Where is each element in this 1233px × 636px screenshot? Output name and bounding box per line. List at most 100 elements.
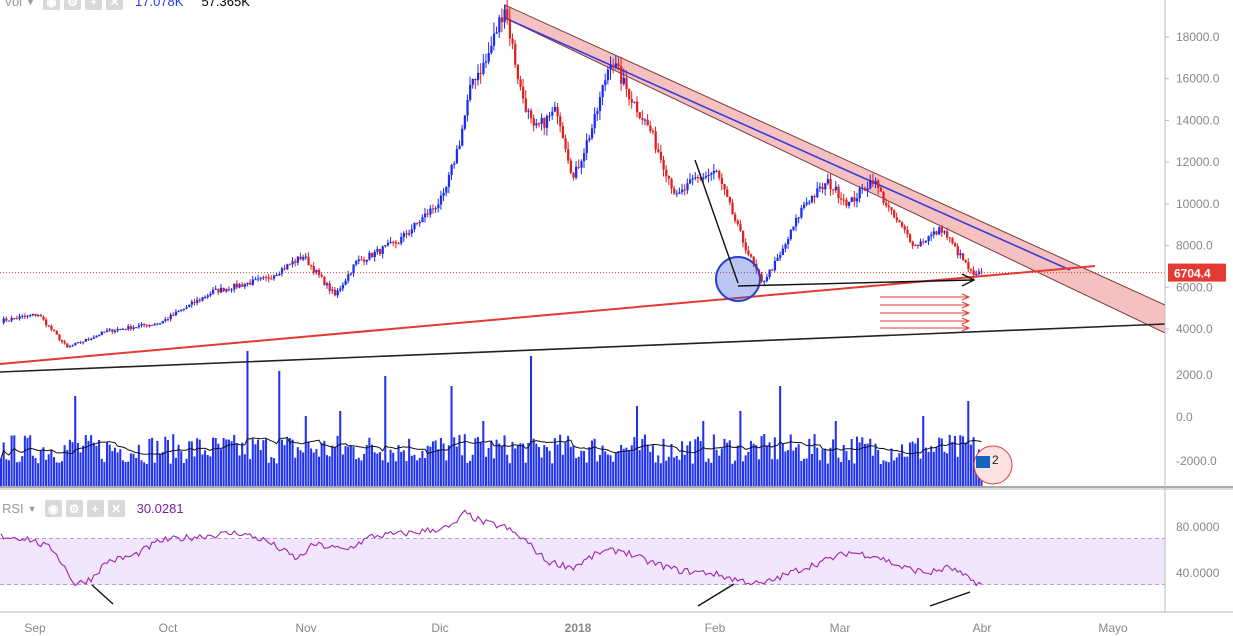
candle-body — [5, 318, 8, 321]
volume-bar — [225, 439, 228, 486]
volume-bar — [564, 441, 567, 486]
volume-bar — [723, 438, 726, 486]
candle-body — [593, 113, 596, 129]
time-tick-label: Abr — [973, 621, 992, 635]
chevron-down-icon[interactable]: ▼ — [26, 0, 35, 7]
volume-bar — [771, 459, 774, 486]
gear-icon[interactable]: ⚙ — [65, 500, 83, 517]
candle-body — [249, 282, 252, 285]
candle-body — [479, 72, 482, 74]
volume-bar — [421, 450, 424, 486]
candle-body — [87, 338, 90, 340]
volume-bar — [201, 454, 204, 486]
event-badge[interactable] — [973, 445, 1013, 485]
candle-body — [421, 217, 424, 223]
volume-bar — [437, 449, 440, 486]
candle-body — [930, 234, 933, 237]
candle-body — [601, 85, 604, 98]
candle-body — [328, 283, 331, 291]
candle-body — [212, 289, 215, 294]
candle-body — [567, 149, 570, 161]
volume-bar — [646, 444, 649, 486]
volume-bar — [474, 438, 477, 486]
volume-bar — [824, 448, 827, 486]
candle-body — [800, 207, 803, 218]
volume-bar — [294, 457, 297, 486]
price-tick-label: 12000.0 — [1176, 155, 1220, 169]
volume-bar — [643, 434, 646, 486]
candle-body — [932, 231, 936, 235]
close-icon[interactable]: ✕ — [106, 0, 123, 10]
candle-body — [710, 173, 713, 175]
rsi-toolbar: RSI ▼ ◉ ⚙ + ✕ 30.0281 — [2, 500, 184, 517]
volume-bar — [784, 451, 787, 486]
time-tick-label: Sep — [24, 621, 46, 635]
volume-bar — [132, 453, 135, 486]
candle-body — [834, 186, 837, 191]
volume-bar — [893, 460, 896, 486]
candle-body — [742, 230, 745, 243]
volume-bar — [821, 449, 824, 486]
volume-bar — [575, 458, 578, 486]
candle-body — [145, 325, 148, 327]
volume-bar — [193, 456, 196, 486]
chevron-down-icon[interactable]: ▼ — [27, 503, 37, 514]
candle-body — [553, 106, 557, 112]
candle-body — [318, 269, 321, 275]
volume-bar — [757, 459, 760, 486]
price-tick-label: 6000.0 — [1176, 280, 1213, 294]
close-icon[interactable]: ✕ — [107, 500, 125, 517]
volume-bar — [614, 452, 617, 486]
candle-body — [728, 196, 731, 203]
candle-body — [397, 243, 400, 245]
candle-body — [164, 319, 167, 322]
volume-bar — [956, 456, 959, 486]
candle-body — [951, 238, 954, 244]
candle-body — [180, 309, 183, 312]
volume-bar — [667, 456, 670, 486]
volume-bar — [834, 421, 837, 486]
volume-bar — [15, 462, 18, 486]
volume-bar — [776, 459, 779, 486]
add-icon[interactable]: + — [86, 500, 104, 517]
candle-body — [291, 261, 294, 265]
candle-body — [100, 331, 103, 336]
candle-body — [948, 237, 951, 239]
volume-tick-label: 2000.0 — [1176, 368, 1213, 382]
volume-bar — [151, 437, 154, 486]
volume-bar — [426, 445, 429, 486]
volume-bar — [400, 451, 403, 486]
volume-bar — [633, 437, 636, 486]
volume-bar — [490, 440, 493, 486]
candle-body — [545, 115, 549, 128]
volume-bar — [877, 450, 880, 486]
volume-bar — [498, 443, 501, 486]
volume-bar — [712, 434, 715, 486]
volume-bar — [389, 449, 392, 486]
volume-bar — [734, 460, 737, 486]
candle-body — [304, 256, 307, 258]
candle-body — [296, 256, 300, 263]
volume-bar — [209, 456, 212, 486]
candle-body — [185, 307, 188, 309]
candle-body — [667, 176, 671, 179]
rsi-band — [0, 538, 1165, 585]
volume-bar — [13, 435, 16, 486]
rsi-indicator-label[interactable]: RSI — [2, 501, 24, 516]
volume-bar — [320, 442, 323, 486]
gear-icon[interactable]: ⚙ — [64, 0, 81, 10]
candle-body — [967, 262, 970, 269]
add-icon[interactable]: + — [85, 0, 102, 10]
candle-body — [37, 314, 40, 316]
candle-body — [262, 277, 265, 279]
candle-body — [408, 233, 411, 235]
candle-body — [625, 77, 628, 90]
price-tick-label: 8000.0 — [1176, 239, 1213, 253]
candle-body — [227, 288, 231, 290]
volume-bar — [760, 436, 763, 486]
eye-icon[interactable]: ◉ — [44, 500, 62, 517]
eye-icon[interactable]: ◉ — [43, 0, 60, 10]
drawn-arrow — [737, 279, 973, 287]
volume-indicator-label[interactable]: Vol — [4, 0, 23, 9]
